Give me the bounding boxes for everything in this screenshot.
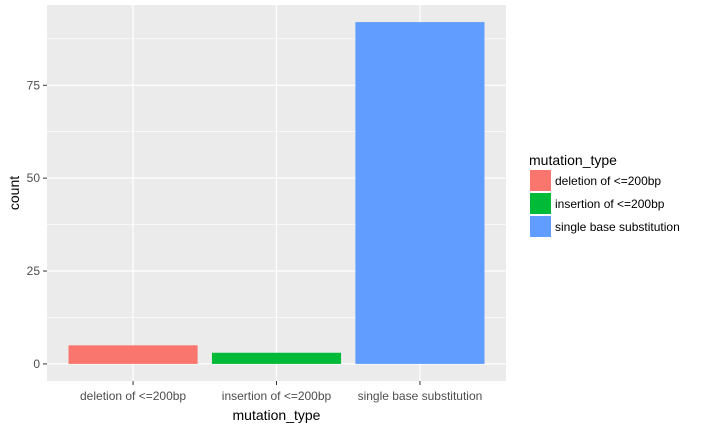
bar — [68, 345, 198, 364]
bar — [211, 352, 342, 364]
y-axis-ticks: 0 25 50 75 — [27, 78, 47, 371]
y-tick-label: 0 — [33, 357, 40, 371]
x-tick-label: deletion of <=200bp — [80, 389, 186, 403]
legend: mutation_type deletion of <=200bp inserti… — [529, 152, 680, 237]
y-tick-label: 25 — [27, 264, 41, 278]
legend-key — [530, 193, 551, 214]
legend-items: deletion of <=200bp insertion of <=200bp s… — [530, 170, 680, 237]
legend-key — [530, 216, 551, 237]
y-tick-label: 50 — [27, 171, 41, 185]
legend-title: mutation_type — [529, 152, 617, 168]
x-axis-ticks: deletion of <=200bp insertion of <=200bp s… — [80, 381, 482, 403]
bar — [355, 22, 485, 364]
x-axis-title: mutation_type — [233, 407, 321, 423]
y-tick-label: 75 — [27, 78, 41, 92]
x-tick-label: insertion of <=200bp — [222, 389, 332, 403]
y-axis-title: count — [6, 176, 22, 210]
legend-label: deletion of <=200bp — [555, 174, 661, 188]
legend-key — [530, 170, 551, 191]
x-tick-label: single base substitution — [358, 389, 483, 403]
legend-label: single base substitution — [555, 220, 680, 234]
bars — [68, 22, 485, 364]
legend-label: insertion of <=200bp — [555, 197, 665, 211]
